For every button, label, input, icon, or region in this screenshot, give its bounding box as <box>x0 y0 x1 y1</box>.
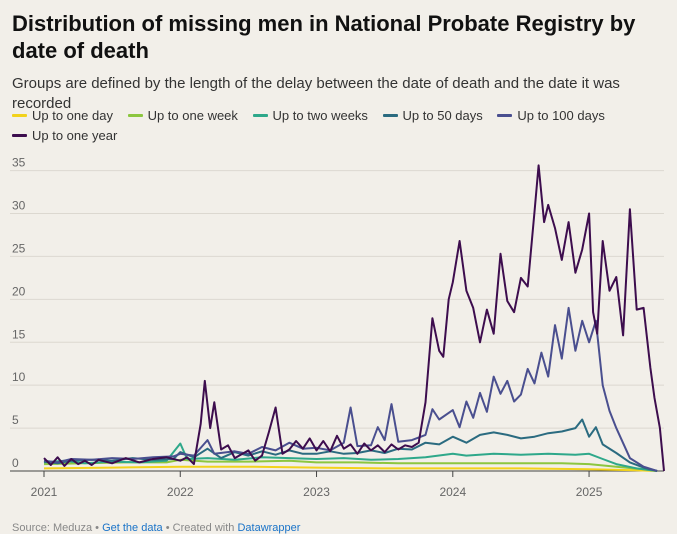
legend-label: Up to 50 days <box>402 108 483 123</box>
x-tick-label: 2021 <box>31 485 58 499</box>
chart-subtitle: Groups are defined by the length of the … <box>12 75 620 112</box>
legend-item-up-to-two-weeks: Up to two weeks <box>252 106 368 126</box>
series-lines <box>43 164 665 472</box>
series-line-up-to-one-week <box>43 458 658 472</box>
legend-item-up-to-100-days: Up to 100 days <box>497 106 605 126</box>
created-with-text: Created with <box>172 522 235 534</box>
y-tick-label: 15 <box>12 327 26 341</box>
legend-item-up-to-one-day: Up to one day <box>12 106 113 126</box>
get-the-data-link[interactable]: Get the data <box>102 522 163 534</box>
legend-label: Up to 100 days <box>517 108 605 123</box>
legend-swatch <box>12 114 27 118</box>
x-axis: 2021 2022 2023 2024 2025 <box>31 471 603 499</box>
y-tick-label: 25 <box>12 241 26 255</box>
x-tick-label: 2025 <box>576 485 603 499</box>
datawrapper-link[interactable]: Datawrapper <box>237 522 301 534</box>
y-tick-label: 5 <box>12 413 19 427</box>
chart-title: Distribution of missing men in National … <box>12 11 636 63</box>
y-tick-label: 35 <box>12 156 26 170</box>
footer-separator: • <box>165 522 170 534</box>
legend-swatch <box>252 114 268 118</box>
legend-item-up-to-one-week: Up to one week <box>127 106 238 126</box>
y-tick-label: 20 <box>12 284 26 298</box>
series-line-up-to-one-year <box>43 164 665 472</box>
legend-swatch <box>382 114 398 118</box>
legend-item-up-to-50-days: Up to 50 days <box>382 106 483 126</box>
legend-label: Up to two weeks <box>272 108 368 123</box>
x-tick-label: 2024 <box>439 485 466 499</box>
x-tick-label: 2022 <box>167 485 194 499</box>
series-line-up-to-one-day <box>43 465 658 472</box>
legend-label: Up to one day <box>32 108 113 123</box>
grid-lines: 0 5 10 15 20 25 30 35 <box>10 156 664 472</box>
y-tick-label: 30 <box>12 199 26 213</box>
legend-item-up-to-one-year: Up to one year <box>12 126 117 146</box>
series-line-up-to-100-days <box>43 306 658 472</box>
footer-separator: • <box>95 522 100 534</box>
series-line-up-to-two-weeks <box>43 442 658 472</box>
legend-label: Up to one year <box>32 128 118 143</box>
x-tick-label: 2023 <box>303 485 330 499</box>
y-tick-label: 0 <box>12 456 19 470</box>
chart-legend: Up to one day Up to one week Up to two w… <box>12 106 667 146</box>
legend-swatch <box>12 134 27 138</box>
legend-swatch <box>127 114 143 118</box>
legend-label: Up to one week <box>147 108 238 123</box>
y-tick-label: 10 <box>12 370 26 384</box>
chart-footer: Source: Meduza • Get the data • Created … <box>12 522 300 534</box>
source-text: Source: Meduza <box>12 522 93 534</box>
legend-swatch <box>497 114 513 118</box>
